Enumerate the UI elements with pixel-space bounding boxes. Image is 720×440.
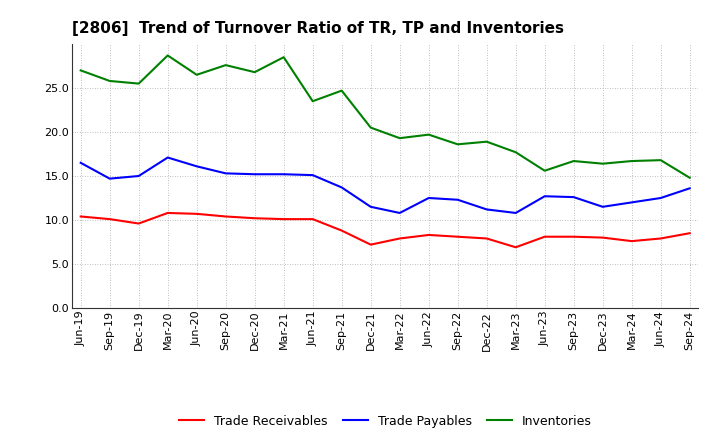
Trade Payables [279,172,288,177]
Trade Receivables [308,216,317,222]
Trade Receivables [163,210,172,216]
Legend: Trade Receivables, Trade Payables, Inventories: Trade Receivables, Trade Payables, Inven… [179,414,591,428]
Trade Payables [163,155,172,160]
Text: [2806]  Trend of Turnover Ratio of TR, TP and Inventories: [2806] Trend of Turnover Ratio of TR, TP… [72,21,564,36]
Inventories [454,142,462,147]
Inventories [221,62,230,68]
Trade Payables [657,195,665,201]
Trade Receivables [627,238,636,244]
Trade Payables [541,194,549,199]
Trade Receivables [570,234,578,239]
Inventories [511,150,520,155]
Trade Payables [424,195,433,201]
Inventories [482,139,491,144]
Trade Receivables [541,234,549,239]
Trade Receivables [135,221,143,226]
Line: Inventories: Inventories [81,55,690,178]
Inventories [541,168,549,173]
Trade Payables [251,172,259,177]
Inventories [163,53,172,58]
Trade Payables [685,186,694,191]
Trade Receivables [657,236,665,241]
Trade Payables [395,210,404,216]
Inventories [424,132,433,137]
Trade Receivables [424,232,433,238]
Trade Receivables [338,228,346,233]
Trade Payables [76,160,85,165]
Trade Payables [221,171,230,176]
Trade Receivables [482,236,491,241]
Inventories [685,175,694,180]
Inventories [251,70,259,75]
Inventories [105,78,114,84]
Trade Receivables [221,214,230,219]
Trade Payables [511,210,520,216]
Inventories [135,81,143,86]
Line: Trade Receivables: Trade Receivables [81,213,690,247]
Trade Payables [627,200,636,205]
Trade Payables [454,197,462,202]
Inventories [192,72,201,77]
Inventories [598,161,607,166]
Line: Trade Payables: Trade Payables [81,158,690,213]
Trade Payables [192,164,201,169]
Inventories [366,125,375,130]
Trade Receivables [366,242,375,247]
Trade Payables [308,172,317,178]
Inventories [279,55,288,60]
Inventories [627,158,636,164]
Inventories [308,99,317,104]
Inventories [76,68,85,73]
Trade Payables [135,173,143,179]
Trade Payables [570,194,578,200]
Inventories [657,158,665,163]
Trade Receivables [454,234,462,239]
Trade Payables [366,204,375,209]
Trade Payables [598,204,607,209]
Trade Receivables [105,216,114,222]
Trade Receivables [76,214,85,219]
Trade Receivables [511,245,520,250]
Trade Receivables [395,236,404,241]
Trade Receivables [685,231,694,236]
Inventories [395,136,404,141]
Inventories [338,88,346,93]
Trade Payables [338,185,346,190]
Trade Receivables [251,216,259,221]
Trade Payables [105,176,114,181]
Trade Receivables [598,235,607,240]
Inventories [570,158,578,164]
Trade Receivables [279,216,288,222]
Trade Receivables [192,211,201,216]
Trade Payables [482,207,491,212]
